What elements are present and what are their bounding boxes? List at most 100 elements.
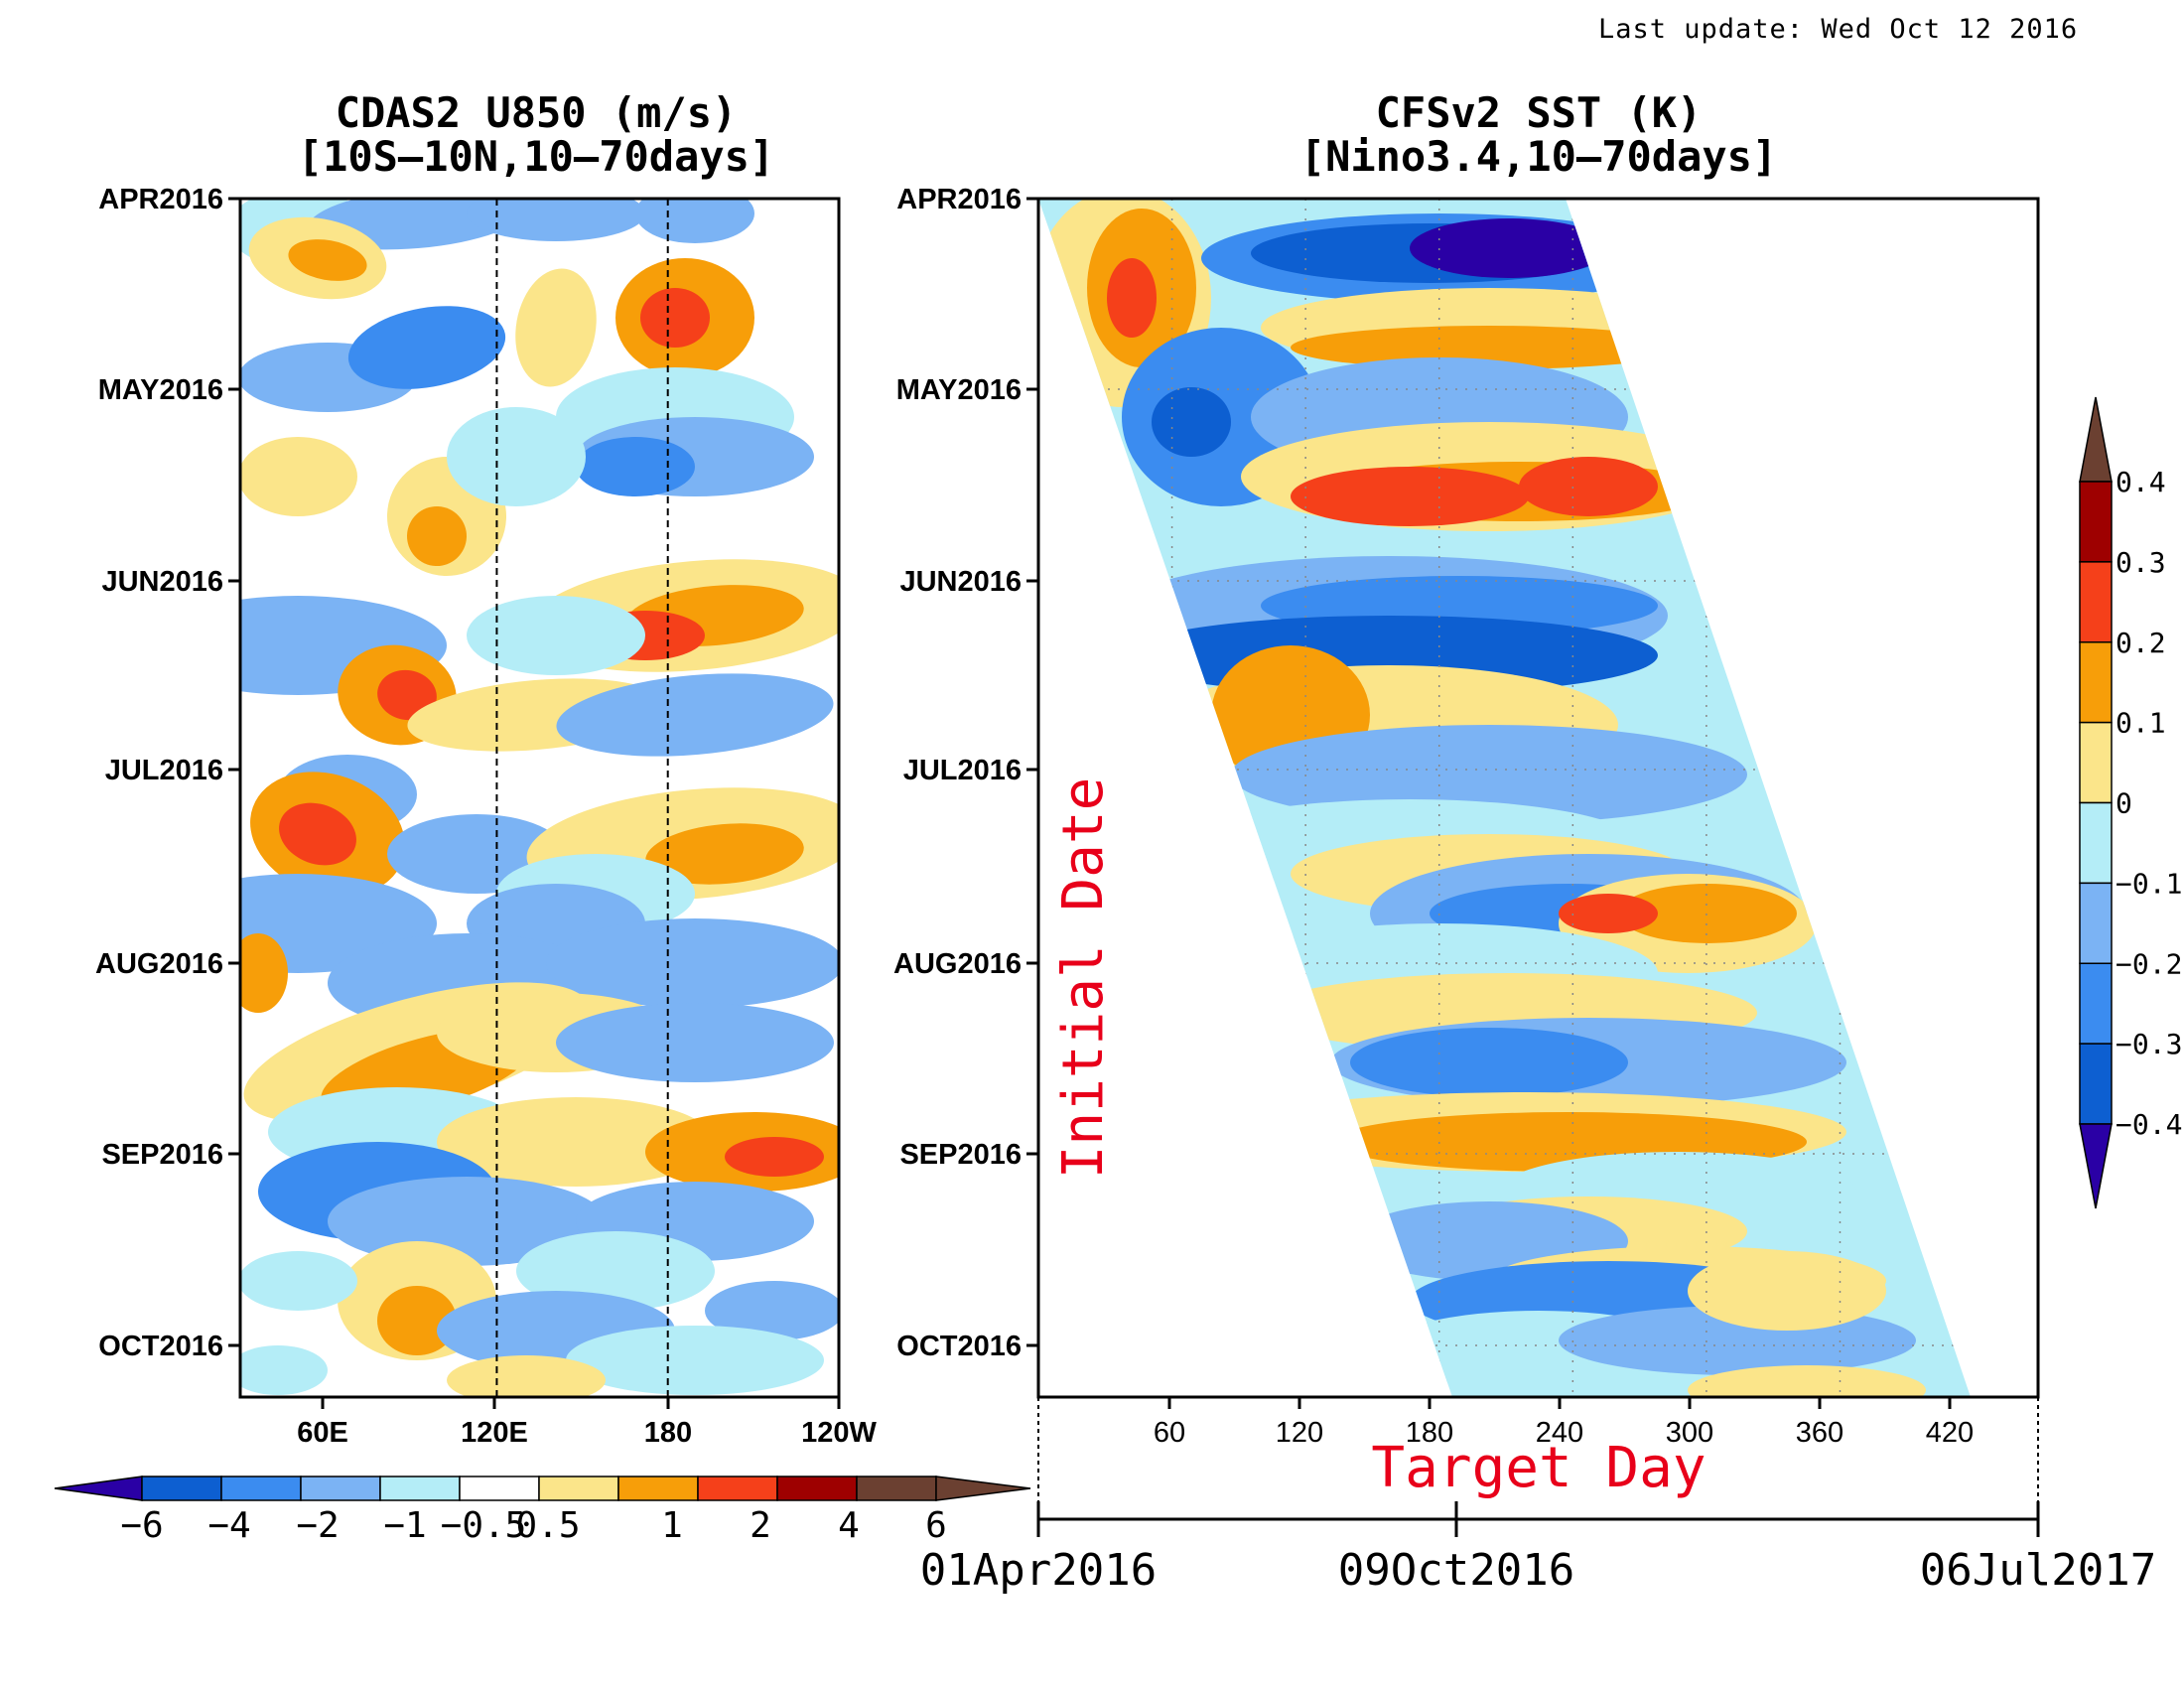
left-shade-blob (725, 1137, 824, 1177)
cbar-h-segment (300, 1476, 381, 1501)
cbar-h-label: 1 (661, 1505, 683, 1546)
cbar-h-segment (617, 1476, 699, 1501)
cbar-v-low-arrow (2079, 1123, 2113, 1209)
left-title-line1: CDAS2 U850 (m/s) (335, 88, 738, 137)
cbar-v-segment (2079, 721, 2113, 804)
left-shade-blob (576, 437, 695, 496)
vertical-colorbar: 0.4 0.3 0.2 0.1 0 −0.1 −0.2 −0.3 −0.4 (2079, 396, 2182, 1209)
date-axis: 01Apr2016 09Oct2016 06Jul2017 (920, 1501, 2156, 1596)
left-title-line2: [10S—10N,10—70days] (297, 132, 775, 181)
cbar-v-label: 0.3 (2116, 546, 2166, 579)
cbar-v-label: −0.1 (2116, 867, 2182, 900)
left-shade-blob (447, 407, 586, 506)
left-y-tick-label: JUL2016 (105, 755, 223, 786)
right-chart-title: CFSv2 SST (K) [Nino3.4,10—70days] (1241, 91, 1837, 179)
right-shade-blob (1291, 326, 1688, 369)
cbar-h-high-arrow (935, 1476, 1031, 1501)
left-shade-blob (240, 933, 288, 1013)
left-shade-blob (467, 199, 645, 241)
left-shade-blob (556, 1003, 834, 1082)
right-title-line2: [Nino3.4,10—70days] (1299, 132, 1778, 181)
right-heatmap-field (1038, 199, 1971, 1397)
date-axis-label: 09Oct2016 (1338, 1545, 1574, 1596)
right-x-tick-label: 120 (1276, 1417, 1323, 1449)
cbar-v-label: 0.4 (2116, 466, 2166, 498)
left-shade-blob (447, 1355, 606, 1397)
left-shade-blob (240, 1345, 328, 1395)
right-x-tick-label: 240 (1536, 1417, 1583, 1449)
left-shade-blob (377, 1286, 457, 1355)
cbar-h-segment (220, 1476, 302, 1501)
cbar-v-segment (2079, 641, 2113, 724)
left-shade-blob (279, 802, 356, 866)
cbar-h-label: −6 (120, 1505, 163, 1546)
right-shade-blob (1618, 884, 1797, 943)
right-shade-blob (1231, 725, 1747, 824)
right-shade-blob (1688, 1251, 1886, 1331)
right-shade-blob (1350, 1028, 1628, 1097)
left-shade-blob (556, 673, 834, 757)
cbar-h-label: 4 (838, 1505, 860, 1546)
cbar-h-segment (141, 1476, 222, 1501)
left-shade-blob (635, 199, 754, 243)
left-shade-blob (516, 1231, 715, 1311)
left-shade-blob (377, 669, 437, 721)
date-axis-label: 01Apr2016 (920, 1545, 1157, 1596)
cbar-v-label: −0.2 (2116, 947, 2182, 980)
cbar-h-segment (776, 1476, 858, 1501)
cbar-h-label: 2 (750, 1505, 771, 1546)
horizontal-colorbar: −6 −4 −2 −1 −0.50.5 1 2 4 6 (54, 1476, 1031, 1546)
cbar-h-label: −1 (383, 1505, 426, 1546)
cbar-h-label: −4 (207, 1505, 250, 1546)
cbar-v-label: 0 (2116, 787, 2132, 820)
cbar-h-label: −2 (296, 1505, 339, 1546)
left-shade-blob (407, 506, 467, 566)
cbar-v-segment (2079, 882, 2113, 964)
left-x-tick-label: 60E (297, 1417, 348, 1449)
left-shade-blob (437, 1097, 715, 1187)
plot-frames (238, 197, 2040, 1519)
right-y-tick-label: OCT2016 (896, 1331, 1022, 1362)
right-y-tick-label: SEP2016 (899, 1139, 1022, 1171)
cbar-h-label: 0.5 (515, 1505, 580, 1546)
cbar-h-low-arrow (54, 1476, 143, 1501)
cbar-v-segment (2079, 1043, 2113, 1125)
left-y-tick-label: JUN2016 (101, 566, 223, 598)
last-update-text: Last update: Wed Oct 12 2016 (1598, 14, 2079, 45)
cbar-v-segment (2079, 962, 2113, 1045)
right-x-tick-label: 60 (1154, 1417, 1185, 1449)
right-x-tick-label: 360 (1796, 1417, 1843, 1449)
cbar-h-segment (697, 1476, 778, 1501)
right-y-axis-label: Initial Date (1051, 777, 1116, 1180)
right-x-tick-label: 420 (1926, 1417, 1974, 1449)
right-y-tick-label: JUL2016 (903, 755, 1022, 786)
cbar-v-high-arrow (2079, 396, 2113, 483)
right-y-tick-label: APR2016 (896, 184, 1022, 215)
date-axis-label: 06Jul2017 (1920, 1545, 2156, 1596)
left-shade-blob (240, 1251, 357, 1311)
left-shade-blob (705, 1281, 839, 1340)
left-heatmap-field (240, 199, 839, 1397)
right-y-tick-label: JUN2016 (899, 566, 1022, 598)
left-shade-blob (288, 239, 367, 281)
cbar-h-segment (379, 1476, 461, 1501)
left-shade-blob (546, 918, 839, 1008)
right-axis-ticks: APR2016 MAY2016 JUN2016 JUL2016 AUG2016 SEP20… (893, 184, 1974, 1449)
left-plot-frame (238, 197, 841, 1399)
cbar-v-label: 0.1 (2116, 707, 2166, 740)
right-x-tick-label: 180 (1406, 1417, 1453, 1449)
right-shade-blob (1688, 1365, 1926, 1397)
right-plot-frame (1036, 197, 2040, 1399)
right-title-line1: CFSv2 SST (K) (1375, 88, 1703, 137)
left-y-tick-label: AUG2016 (95, 948, 223, 980)
left-y-tick-label: SEP2016 (101, 1139, 223, 1171)
left-shade-blob (240, 437, 357, 516)
right-shade-blob (1152, 387, 1231, 457)
right-y-tick-label: MAY2016 (896, 374, 1022, 406)
left-x-tick-label: 120E (461, 1417, 528, 1449)
right-shade-blob (1291, 467, 1529, 526)
cbar-h-segment (856, 1476, 937, 1501)
cbar-v-label: 0.2 (2116, 627, 2166, 659)
right-y-tick-label: AUG2016 (893, 948, 1022, 980)
